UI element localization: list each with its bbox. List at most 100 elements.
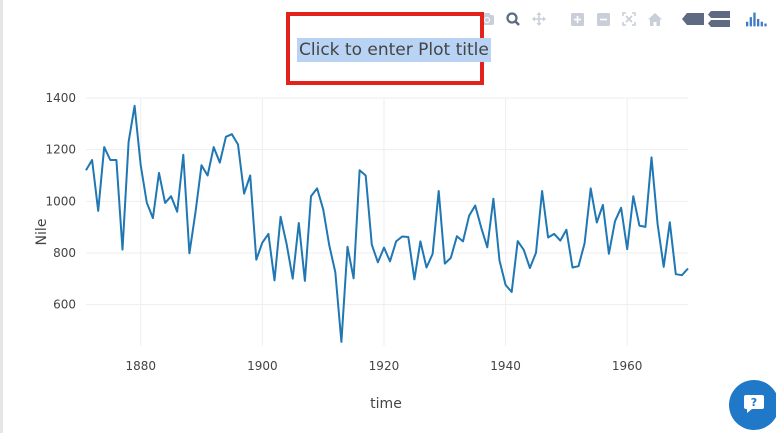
data-point[interactable] bbox=[430, 251, 436, 257]
data-point[interactable] bbox=[126, 139, 132, 145]
data-point[interactable] bbox=[265, 231, 271, 237]
data-point[interactable] bbox=[223, 134, 229, 140]
data-point[interactable] bbox=[612, 218, 618, 224]
data-point[interactable] bbox=[557, 238, 563, 244]
data-point[interactable] bbox=[381, 245, 387, 251]
data-point[interactable] bbox=[551, 231, 557, 237]
data-point[interactable] bbox=[503, 282, 509, 288]
pan-icon[interactable] bbox=[528, 8, 550, 30]
data-point[interactable] bbox=[411, 276, 417, 282]
data-point[interactable] bbox=[241, 191, 247, 197]
data-point[interactable] bbox=[205, 173, 211, 179]
data-point[interactable] bbox=[521, 247, 527, 253]
data-point[interactable] bbox=[235, 142, 241, 148]
data-point[interactable] bbox=[466, 213, 472, 219]
plotly-logo-icon[interactable] bbox=[746, 8, 768, 30]
data-point[interactable] bbox=[180, 152, 186, 158]
series-line[interactable] bbox=[85, 104, 689, 343]
data-point[interactable] bbox=[673, 271, 679, 277]
hover-closest-icon[interactable] bbox=[682, 8, 704, 30]
data-point[interactable] bbox=[667, 219, 673, 225]
data-point[interactable] bbox=[83, 167, 89, 173]
data-point[interactable] bbox=[405, 234, 411, 240]
chat-help-button[interactable]: ? bbox=[729, 380, 776, 430]
hover-compare-icon[interactable] bbox=[708, 8, 730, 30]
data-point[interactable] bbox=[570, 265, 576, 271]
zoom-out-icon[interactable] bbox=[592, 8, 614, 30]
data-point[interactable] bbox=[296, 220, 302, 226]
data-point[interactable] bbox=[509, 289, 515, 295]
data-point[interactable] bbox=[345, 244, 351, 250]
data-point[interactable] bbox=[107, 157, 113, 163]
data-point[interactable] bbox=[95, 208, 101, 214]
data-point[interactable] bbox=[253, 257, 259, 263]
data-point[interactable] bbox=[387, 258, 393, 264]
autoscale-icon[interactable] bbox=[618, 8, 640, 30]
data-point[interactable] bbox=[338, 339, 344, 345]
data-point[interactable] bbox=[576, 263, 582, 269]
data-point[interactable] bbox=[533, 250, 539, 256]
data-point[interactable] bbox=[247, 173, 253, 179]
data-point[interactable] bbox=[649, 154, 655, 160]
data-point[interactable] bbox=[448, 255, 454, 261]
data-point[interactable] bbox=[199, 162, 205, 168]
data-point[interactable] bbox=[144, 200, 150, 206]
data-point[interactable] bbox=[174, 209, 180, 215]
data-point[interactable] bbox=[211, 144, 217, 150]
data-point[interactable] bbox=[101, 144, 107, 150]
data-point[interactable] bbox=[685, 266, 691, 272]
data-point[interactable] bbox=[193, 209, 199, 215]
data-point[interactable] bbox=[186, 250, 192, 256]
data-point[interactable] bbox=[588, 185, 594, 191]
data-point[interactable] bbox=[308, 193, 314, 199]
data-point[interactable] bbox=[539, 188, 545, 194]
data-point[interactable] bbox=[272, 277, 278, 283]
data-point[interactable] bbox=[478, 225, 484, 231]
data-point[interactable] bbox=[217, 160, 223, 166]
zoom-icon[interactable] bbox=[502, 8, 524, 30]
data-point[interactable] bbox=[302, 278, 308, 284]
data-point[interactable] bbox=[606, 251, 612, 257]
data-point[interactable] bbox=[132, 103, 138, 109]
data-point[interactable] bbox=[259, 240, 265, 246]
data-point[interactable] bbox=[636, 223, 642, 229]
data-point[interactable] bbox=[624, 246, 630, 252]
data-point[interactable] bbox=[369, 242, 375, 248]
zoom-in-icon[interactable] bbox=[566, 8, 588, 30]
data-point[interactable] bbox=[618, 205, 624, 211]
data-point[interactable] bbox=[661, 264, 667, 270]
data-point[interactable] bbox=[314, 185, 320, 191]
data-point[interactable] bbox=[515, 238, 521, 244]
data-point[interactable] bbox=[290, 276, 296, 282]
home-icon[interactable] bbox=[644, 8, 666, 30]
data-point[interactable] bbox=[320, 206, 326, 212]
data-point[interactable] bbox=[655, 221, 661, 227]
data-point[interactable] bbox=[357, 167, 363, 173]
data-point[interactable] bbox=[582, 240, 588, 246]
data-point[interactable] bbox=[351, 275, 357, 281]
data-point[interactable] bbox=[113, 157, 119, 163]
data-point[interactable] bbox=[284, 242, 290, 248]
data-point[interactable] bbox=[642, 224, 648, 230]
data-point[interactable] bbox=[436, 188, 442, 194]
data-point[interactable] bbox=[332, 269, 338, 275]
data-point[interactable] bbox=[490, 196, 496, 202]
data-point[interactable] bbox=[460, 238, 466, 244]
data-point[interactable] bbox=[424, 265, 430, 271]
data-point[interactable] bbox=[399, 234, 405, 240]
data-point[interactable] bbox=[630, 193, 636, 199]
data-point[interactable] bbox=[89, 157, 95, 163]
data-point[interactable] bbox=[278, 214, 284, 220]
data-point[interactable] bbox=[600, 202, 606, 208]
data-point[interactable] bbox=[679, 272, 685, 278]
data-point[interactable] bbox=[497, 258, 503, 264]
data-point[interactable] bbox=[120, 247, 126, 253]
data-point[interactable] bbox=[168, 193, 174, 199]
data-point[interactable] bbox=[150, 215, 156, 221]
data-point[interactable] bbox=[375, 259, 381, 265]
data-point[interactable] bbox=[563, 227, 569, 233]
data-point[interactable] bbox=[472, 203, 478, 209]
data-point[interactable] bbox=[417, 238, 423, 244]
plot-title-placeholder[interactable]: Click to enter Plot title bbox=[297, 38, 491, 62]
